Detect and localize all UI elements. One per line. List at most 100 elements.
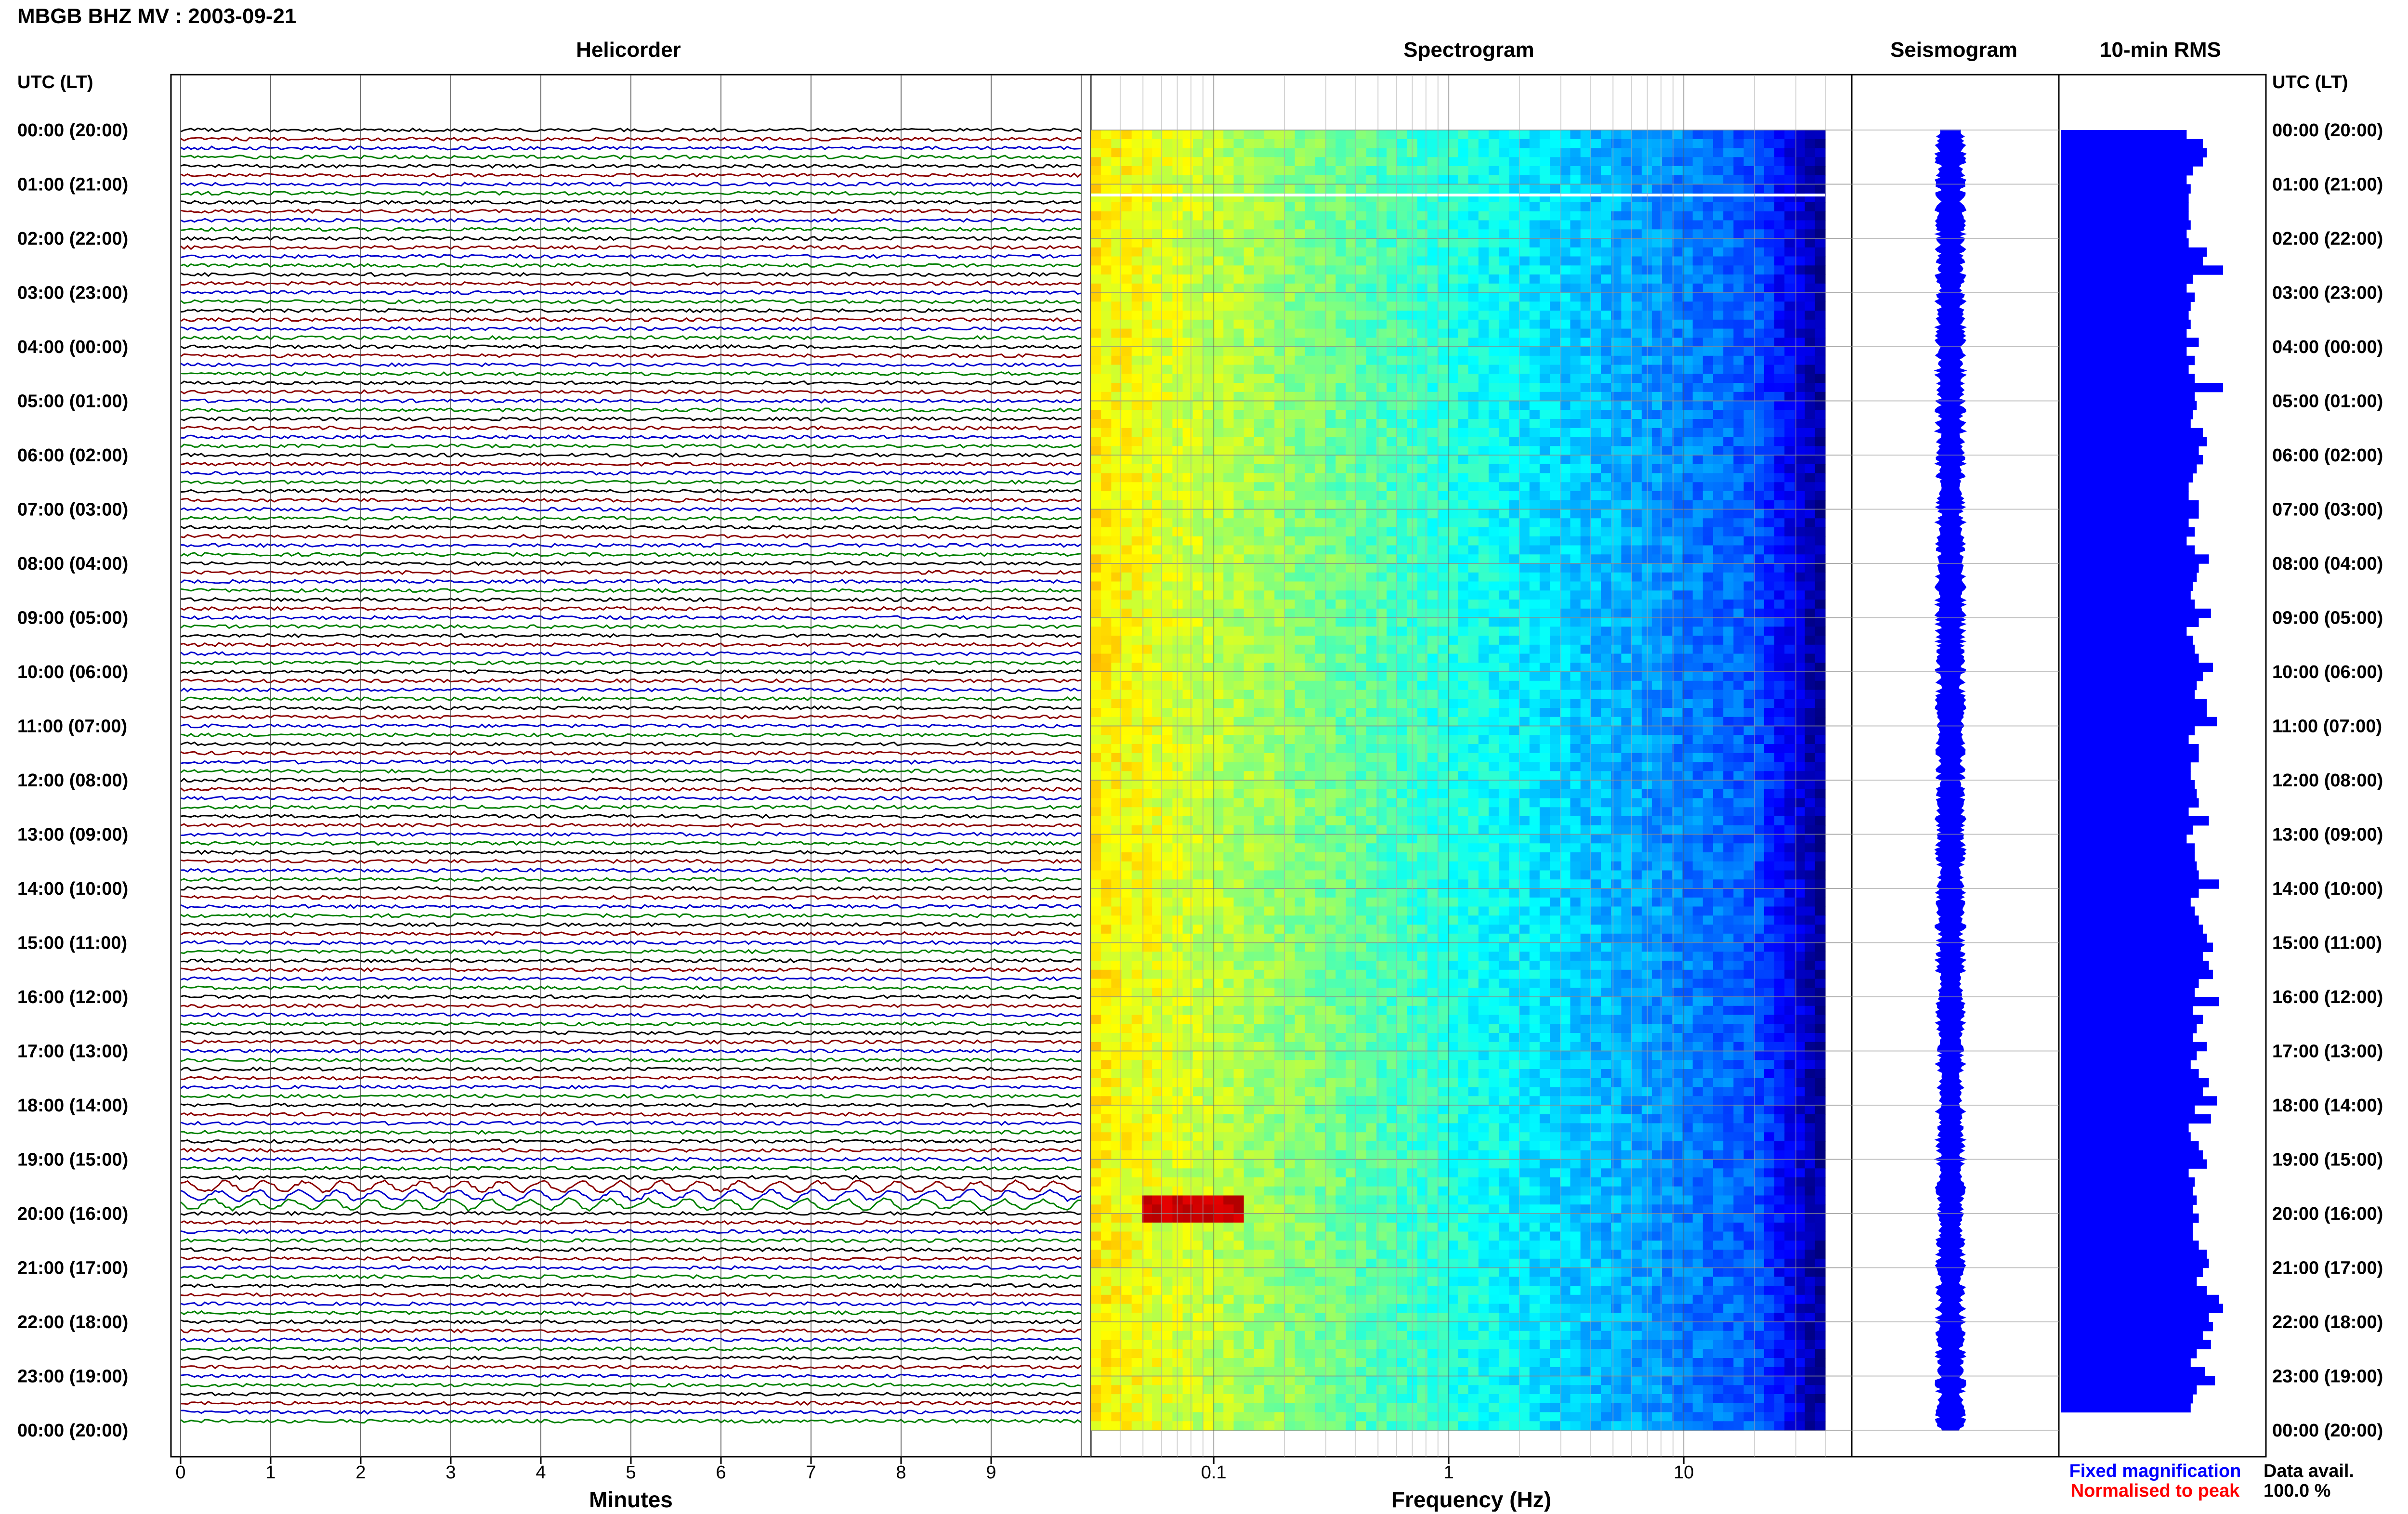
spectrogram-cell — [1325, 139, 1336, 149]
spectrogram-cell — [1182, 292, 1193, 302]
spectrogram-cell — [1091, 229, 1101, 239]
spectrogram-cell — [1376, 644, 1387, 654]
spectrogram-cell — [1111, 644, 1122, 654]
spectrogram-cell — [1539, 355, 1550, 365]
spectrogram-cell — [1295, 600, 1306, 609]
spectrogram-cell — [1448, 220, 1459, 230]
spectrogram-cell — [1754, 536, 1765, 546]
spectrogram-cell — [1152, 581, 1163, 591]
spectrogram-cell — [1509, 274, 1520, 284]
spectrogram-cell — [1601, 148, 1611, 158]
spectrogram-cell — [1539, 328, 1550, 339]
spectrogram-cell — [1764, 473, 1775, 483]
spectrogram-cell — [1264, 256, 1275, 266]
spectrogram-cell — [1702, 157, 1714, 167]
spectrogram-cell — [1213, 626, 1224, 636]
spectrogram-cell — [1233, 600, 1244, 609]
spectrogram-cell — [1458, 464, 1469, 474]
spectrogram-cell — [1601, 229, 1611, 239]
spectrogram-cell — [1723, 626, 1734, 636]
spectrogram-cell — [1489, 383, 1499, 392]
spectrogram-cell — [1519, 554, 1530, 564]
spectrogram-cell — [1794, 554, 1806, 564]
spectrogram-cell — [1621, 473, 1632, 483]
spectrogram-cell — [1427, 374, 1438, 383]
spectrogram-cell — [1815, 274, 1826, 284]
spectrogram-cell — [1254, 644, 1265, 654]
spectrogram-cell — [1794, 744, 1806, 754]
spectrogram-cell — [1468, 581, 1479, 591]
spectrogram-cell — [1397, 608, 1408, 618]
spectrogram-cell — [1131, 338, 1142, 347]
spectrogram-cell — [1702, 536, 1714, 546]
spectrogram-cell — [1243, 744, 1255, 754]
spectrogram-cell — [1794, 274, 1806, 284]
spectrogram-cell — [1325, 455, 1336, 465]
spectrogram-cell — [1101, 554, 1112, 564]
spectrogram-cell — [1091, 148, 1101, 158]
spectrogram-cell — [1223, 464, 1234, 474]
spectrogram-cell — [1713, 283, 1724, 293]
spectrogram-cell — [1356, 392, 1367, 402]
spectrogram-cell — [1091, 663, 1101, 672]
spectrogram-cell — [1774, 545, 1785, 555]
spectrogram-cell — [1284, 680, 1296, 691]
spectrogram-cell — [1356, 157, 1367, 167]
spectrogram-cell — [1182, 726, 1193, 736]
spectrogram-cell — [1560, 644, 1571, 654]
spectrogram-cell — [1203, 139, 1214, 149]
spectrogram-cell — [1254, 265, 1265, 275]
spectrogram-cell — [1774, 202, 1785, 212]
spectrogram-cell — [1499, 392, 1510, 402]
spectrogram-cell — [1815, 184, 1826, 194]
spectrogram-cell — [1192, 401, 1204, 411]
spectrogram-cell — [1387, 464, 1398, 474]
spectrogram-cell — [1509, 184, 1520, 194]
spectrogram-cell — [1295, 148, 1306, 158]
spectrogram-cell — [1754, 636, 1765, 645]
spectrogram-cell — [1621, 699, 1632, 708]
spectrogram-cell — [1121, 410, 1132, 419]
spectrogram-cell — [1672, 590, 1683, 600]
spectrogram-cell — [1764, 672, 1775, 681]
spectrogram-cell — [1489, 338, 1499, 347]
spectrogram-cell — [1570, 464, 1581, 474]
spectrogram-cell — [1417, 590, 1428, 600]
spectrogram-cell — [1570, 672, 1581, 681]
spectrogram-cell — [1621, 229, 1632, 239]
spectrogram-cell — [1243, 301, 1255, 311]
spectrogram-cell — [1570, 247, 1581, 257]
spectrogram-cell — [1233, 292, 1244, 302]
spectrogram-cell — [1366, 626, 1377, 636]
spectrogram-cell — [1152, 626, 1163, 636]
spectrogram-cell — [1427, 410, 1438, 419]
spectrogram-cell — [1754, 274, 1765, 284]
spectrogram-cell — [1233, 455, 1244, 465]
spectrogram-cell — [1550, 518, 1561, 528]
spectrogram-cell — [1519, 328, 1530, 339]
spectrogram-cell — [1397, 572, 1408, 582]
spectrogram-cell — [1580, 374, 1591, 383]
spectrogram-cell — [1162, 527, 1173, 537]
spectrogram-cell — [1489, 374, 1499, 383]
spectrogram-cell — [1662, 726, 1673, 736]
spectrogram-cell — [1305, 672, 1316, 681]
spectrogram-cell — [1509, 292, 1520, 302]
spectrogram-cell — [1233, 157, 1244, 167]
spectrogram-cell — [1274, 680, 1285, 691]
spectrogram-cell — [1233, 410, 1244, 419]
spectrogram-cell — [1264, 347, 1275, 356]
spectrogram-cell — [1631, 644, 1642, 654]
spectrogram-cell — [1192, 392, 1204, 402]
spectrogram-cell — [1560, 563, 1571, 573]
spectrogram-cell — [1560, 491, 1571, 501]
spectrogram-cell — [1519, 247, 1530, 257]
spectrogram-cell — [1152, 464, 1163, 474]
spectrogram-cell — [1499, 347, 1510, 356]
spectrogram-cell — [1754, 672, 1765, 681]
spectrogram-cell — [1284, 644, 1296, 654]
spectrogram-cell — [1264, 509, 1275, 519]
spectrogram-cell — [1162, 680, 1173, 691]
spectrogram-cell — [1529, 338, 1540, 347]
spectrogram-cell — [1152, 572, 1163, 582]
